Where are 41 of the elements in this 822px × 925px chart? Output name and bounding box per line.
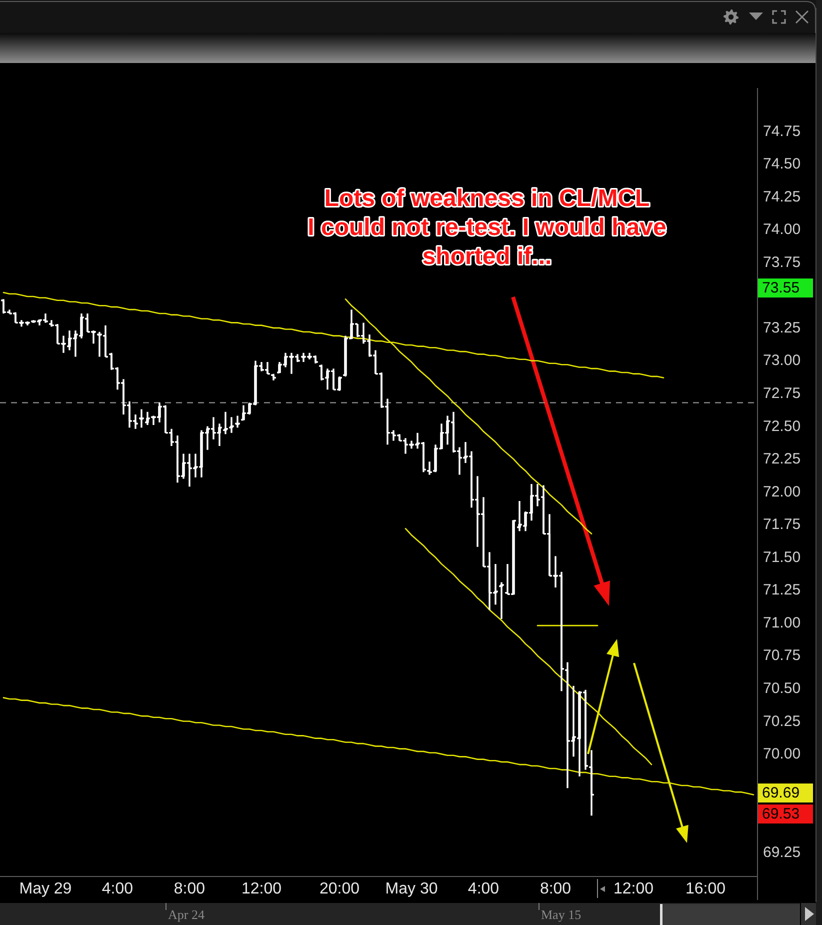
x-tick-label: 20:00 <box>319 880 360 898</box>
y-tick-label: 70.25 <box>763 712 801 730</box>
y-tick-label: 70.00 <box>763 746 801 763</box>
y-tick-label: 72.75 <box>763 384 801 402</box>
candlestick <box>338 376 341 392</box>
y-tick-label: 72.00 <box>763 483 801 500</box>
text: Apr 24 <box>168 907 205 922</box>
y-tick-label: 69.25 <box>763 844 801 861</box>
x-tick-label: 4:00 <box>102 880 134 898</box>
x-tick-label: 4:00 <box>468 880 500 898</box>
y-tick-label: 74.75 <box>763 122 801 140</box>
y-tick-label: 70.50 <box>763 680 801 698</box>
y-tick-label: 73.25 <box>763 319 801 336</box>
y-tick-label: 73.00 <box>763 352 801 370</box>
x-tick-label: 8:00 <box>174 880 206 898</box>
y-tick-label: 74.50 <box>763 156 801 173</box>
candlestick <box>248 402 251 416</box>
y-tick-label: 70.75 <box>763 647 801 664</box>
text: 69.53 <box>762 806 800 822</box>
candlestick <box>512 520 515 595</box>
y-tick-label: 71.00 <box>763 614 801 632</box>
line-series <box>2 697 754 796</box>
x-tick-label: 8:00 <box>540 880 572 898</box>
annotation: Lots of weakness in CL/MCL I could not re-test. I would have shorted if... <box>308 185 666 270</box>
y-tick-label: 71.25 <box>763 582 801 599</box>
line-series <box>404 528 652 766</box>
text: 73.55 <box>762 280 800 296</box>
text: 69.69 <box>762 784 800 802</box>
x-tick-label: 16:00 <box>685 880 726 898</box>
y-tick-label: 73.75 <box>763 254 801 271</box>
y-tick-label: 71.75 <box>763 516 801 534</box>
y-tick-label: 74.00 <box>763 221 801 238</box>
x-tick-label: May 30 <box>385 880 438 898</box>
x-tick-label: 12:00 <box>241 880 282 898</box>
text: May 15 <box>541 907 582 922</box>
x-tick-label: 12:00 <box>613 880 654 898</box>
x-tick-label: May 29 <box>19 880 72 898</box>
y-tick-label: 72.50 <box>763 418 801 435</box>
y-tick-label: 72.25 <box>763 450 801 468</box>
y-tick-label: 74.25 <box>763 188 801 206</box>
y-tick-label: 71.50 <box>763 548 801 566</box>
